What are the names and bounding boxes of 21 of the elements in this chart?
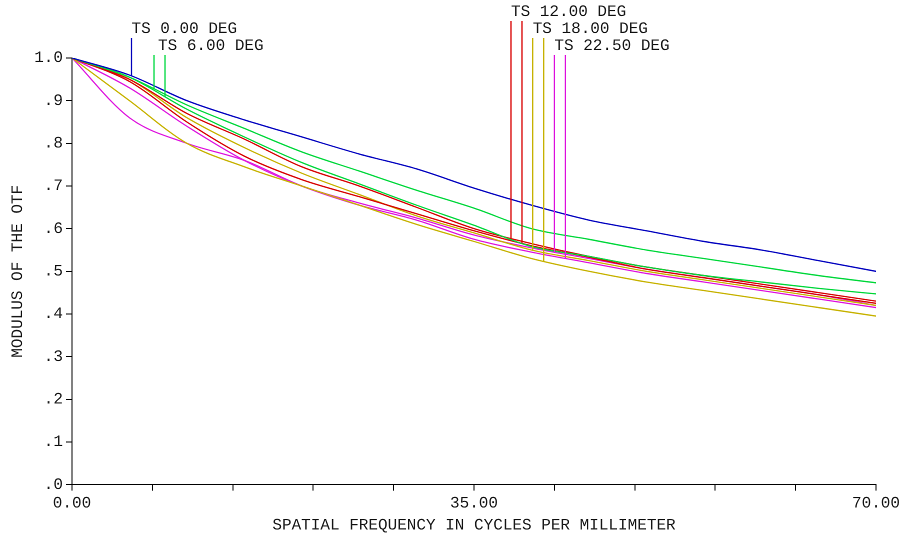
y-tick-label: .9 bbox=[44, 92, 64, 110]
text: TS 22.50 DEG bbox=[554, 37, 670, 56]
y-tick-label: .3 bbox=[44, 348, 64, 366]
y-tick-label: .7 bbox=[44, 177, 64, 196]
series-label: TS 6.00 DEG bbox=[158, 37, 264, 56]
y-axis-title: MODULUS OF THE OTF bbox=[8, 184, 27, 358]
text: TS 18.00 DEG bbox=[532, 20, 648, 38]
y-tick-label: .0 bbox=[44, 476, 64, 494]
text: TS 0.00 DEG bbox=[132, 20, 238, 38]
text: TS 12.00 DEG bbox=[510, 3, 626, 22]
y-tick-label: .2 bbox=[44, 390, 64, 409]
y-tick-label: .4 bbox=[44, 305, 64, 324]
y-tick-label: .1 bbox=[44, 433, 64, 452]
x-tick-label: 0.00 bbox=[52, 494, 92, 512]
y-tick-label: 1.0 bbox=[34, 49, 64, 68]
x-tick-label: 70.00 bbox=[852, 494, 900, 512]
x-tick-label: 35.00 bbox=[450, 494, 498, 512]
x-axis-title: SPATIAL FREQUENCY IN CYCLES PER MILLIMETER bbox=[272, 516, 676, 535]
y-tick-label: .6 bbox=[44, 220, 64, 238]
y-tick-label: .5 bbox=[44, 262, 64, 281]
y-tick-label: .8 bbox=[44, 134, 64, 153]
